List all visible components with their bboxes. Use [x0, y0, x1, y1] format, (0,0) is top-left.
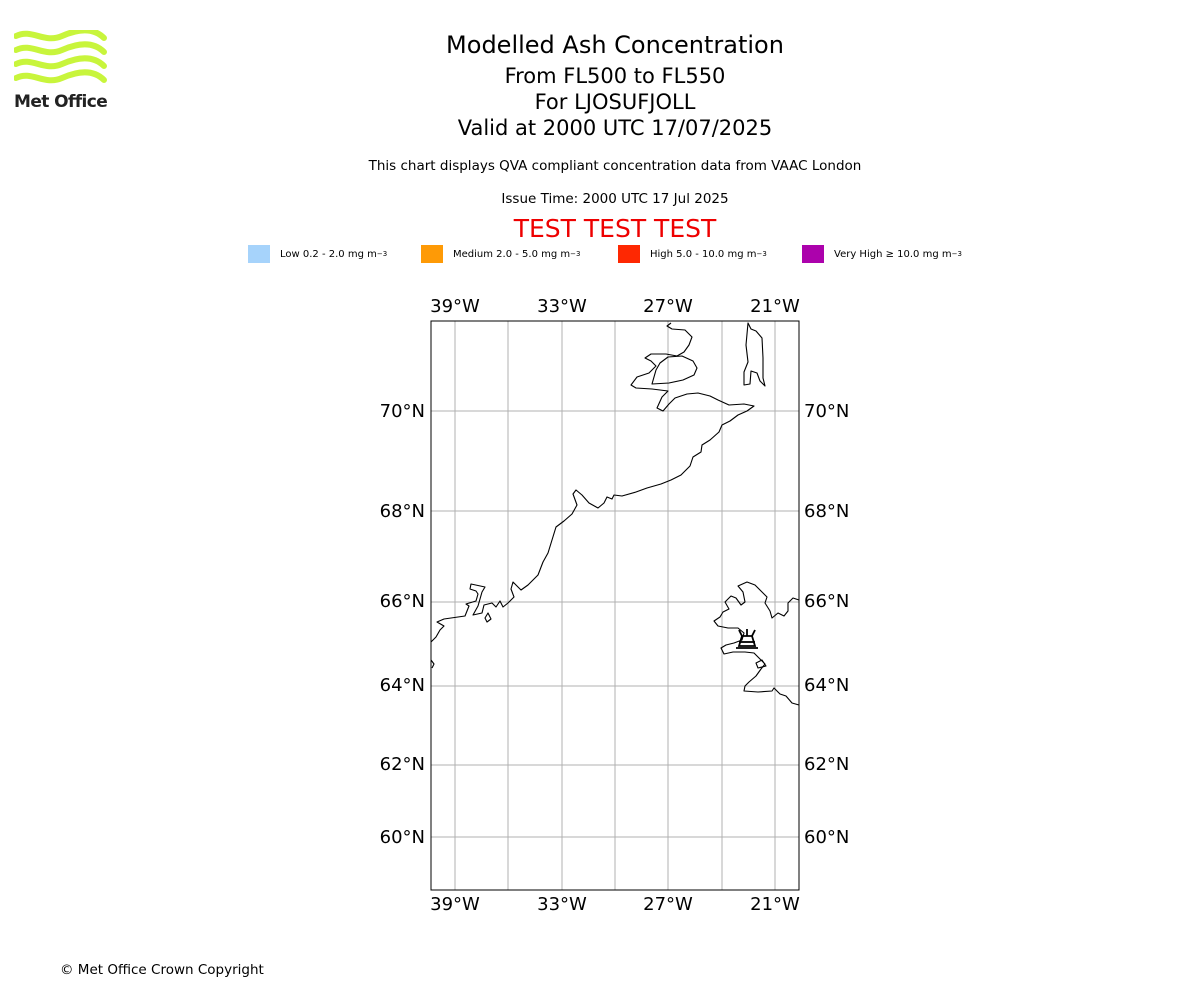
legend-label-high: High 5.0 - 10.0 mg m [650, 248, 757, 260]
legend-label-medium: Medium 2.0 - 5.0 mg m [453, 248, 571, 260]
lon-label-top: 33°W [537, 296, 587, 317]
map-frame [430, 320, 800, 891]
volcano-name: For LJOSUFJOLL [534, 90, 696, 114]
lat-label-right: 62°N [804, 754, 849, 775]
greenland-inlet [651, 355, 698, 385]
logo-text: Met Office [14, 92, 108, 112]
lat-label-right: 70°N [804, 401, 849, 422]
map-gridlines [431, 321, 799, 890]
lat-label-right: 60°N [804, 827, 849, 848]
greenland-east-shore [743, 322, 766, 387]
met-office-logo [14, 30, 107, 84]
iceland-peninsula [755, 659, 767, 669]
legend-swatch-very-high [802, 245, 824, 263]
lon-label-top: 21°W [750, 296, 800, 317]
lon-label-top: 39°W [430, 296, 480, 317]
lon-label-bottom: 33°W [537, 894, 587, 915]
legend-swatch-high [618, 245, 640, 263]
legend-swatch-low [248, 245, 270, 263]
legend-unit-exponent: −3 [570, 250, 581, 258]
greenland-south-shore [430, 659, 435, 669]
legend-unit-exponent: −3 [951, 250, 962, 258]
iceland-coastline [713, 581, 800, 706]
lon-label-bottom: 27°W [643, 894, 693, 915]
valid-time: Valid at 2000 UTC 17/07/2025 [457, 116, 773, 140]
issue-time: Issue Time: 2000 UTC 17 Jul 2025 [501, 191, 729, 207]
lat-label-left: 68°N [380, 501, 425, 522]
lat-label-left: 66°N [380, 591, 425, 612]
flight-levels: From FL500 to FL550 [504, 64, 726, 88]
lat-label-right: 68°N [804, 501, 849, 522]
chart-description: This chart displays QVA compliant concen… [368, 158, 862, 174]
legend-label-very-high: Very High ≥ 10.0 mg m [834, 248, 952, 260]
test-banner: TEST TEST TEST [513, 214, 717, 243]
lon-label-bottom: 39°W [430, 894, 480, 915]
lat-label-right: 64°N [804, 675, 849, 696]
lat-label-left: 64°N [380, 675, 425, 696]
legend-item-very-high: Very High ≥ 10.0 mg m −3 [802, 245, 962, 263]
legend-item-high: High 5.0 - 10.0 mg m −3 [618, 245, 767, 263]
copyright-notice: © Met Office Crown Copyright [60, 962, 264, 978]
chart-title: Modelled Ash Concentration [446, 31, 784, 59]
lat-label-left: 60°N [380, 827, 425, 848]
coastlines [430, 322, 800, 706]
greenland-islet [484, 612, 492, 623]
legend-label-low: Low 0.2 - 2.0 mg m [280, 248, 377, 260]
volcano-icon [736, 629, 758, 649]
legend-unit-exponent: −3 [376, 250, 388, 258]
greenland-coastline [430, 322, 755, 643]
lat-label-right: 66°N [804, 591, 849, 612]
legend-unit-exponent: −3 [756, 250, 767, 258]
legend-swatch-medium [421, 245, 443, 263]
legend-item-medium: Medium 2.0 - 5.0 mg m −3 [421, 245, 580, 263]
legend-item-low: Low 0.2 - 2.0 mg m −3 [248, 245, 387, 263]
lat-label-left: 70°N [380, 401, 425, 422]
lon-label-top: 27°W [643, 296, 693, 317]
lon-label-bottom: 21°W [750, 894, 800, 915]
lat-label-left: 62°N [380, 754, 425, 775]
